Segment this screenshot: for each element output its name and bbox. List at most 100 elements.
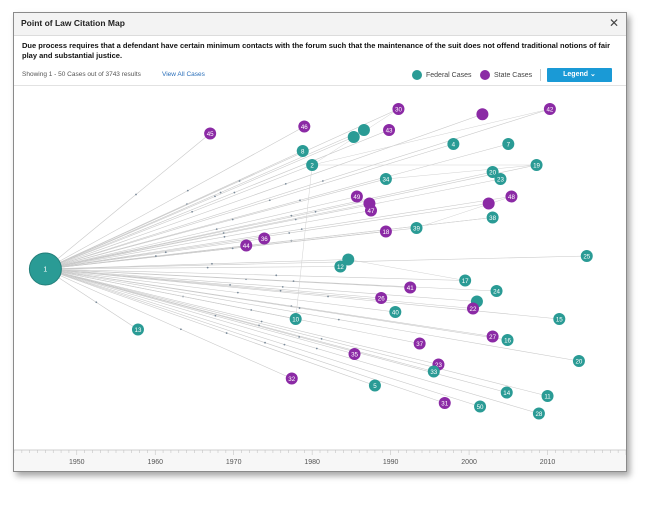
case-node-label: 23	[435, 362, 442, 369]
edge-arrow-marker	[179, 328, 182, 331]
citation-edge	[45, 129, 365, 270]
citation-edge	[45, 268, 355, 355]
citation-edge	[45, 196, 512, 270]
case-node	[447, 138, 460, 150]
case-node-label: 37	[416, 341, 423, 348]
view-all-cases-link[interactable]: View All Cases	[162, 71, 205, 78]
axis-tick-label: 2010	[540, 459, 556, 466]
case-node	[532, 407, 545, 420]
case-node-label: 49	[353, 194, 360, 201]
case-node-label: 5	[373, 383, 377, 390]
results-count: Showing 1 - 50 Cases out of 3743 results	[22, 71, 141, 78]
citation-edge	[45, 255, 587, 270]
citation-edge	[45, 178, 501, 270]
case-node-label: 18	[382, 229, 389, 236]
edge-arrow-marker	[300, 228, 303, 231]
point-of-law-description: Due process requires that a defendant ha…	[22, 41, 610, 60]
citation-map-dialog: Point of Law Citation Map ✕ Due process …	[13, 12, 627, 472]
axis-tick-label: 1980	[304, 459, 320, 466]
citation-edge	[45, 268, 481, 407]
citation-edge	[45, 238, 265, 270]
case-node	[438, 397, 451, 409]
case-node-label: 8	[301, 148, 305, 155]
case-node-label: 40	[392, 309, 399, 316]
case-node-label: 41	[407, 285, 414, 292]
edge-arrow-marker	[236, 291, 239, 294]
case-node	[404, 281, 417, 294]
citation-edge	[45, 245, 247, 270]
edge-arrow-marker	[231, 247, 234, 250]
edge-arrow-marker	[279, 289, 282, 292]
case-node-label: 50	[477, 404, 484, 411]
chevron-down-icon: ⌄	[589, 71, 596, 78]
results-toolbar: Showing 1 - 50 Cases out of 3743 results…	[14, 65, 626, 86]
case-node	[389, 306, 402, 318]
legend-federal-label: Federal Cases	[426, 71, 472, 79]
edge-arrow-marker	[206, 266, 209, 269]
citation-edge	[45, 196, 357, 270]
case-node-label: 17	[462, 278, 469, 285]
case-node	[413, 337, 426, 350]
edge-arrow-marker	[250, 309, 253, 311]
toolbar-divider	[540, 69, 541, 81]
case-node-label: 20	[575, 358, 582, 365]
citation-edge	[45, 231, 386, 270]
case-node	[427, 365, 440, 378]
edge-arrow-marker	[164, 251, 167, 254]
citation-edge	[45, 268, 579, 362]
edge-arrow-marker	[186, 189, 189, 192]
case-node-label: 47	[368, 208, 375, 215]
case-node-label: 19	[533, 162, 540, 169]
citation-edge	[45, 268, 382, 299]
case-node	[350, 190, 363, 203]
case-node-label: 38	[489, 215, 496, 222]
edge-arrow-marker	[290, 214, 293, 217]
secondary-edge	[246, 217, 493, 246]
citation-edge	[45, 210, 372, 270]
edge-arrow-marker	[268, 199, 271, 202]
citation-edge	[45, 266, 341, 270]
legend-state: State Cases	[480, 70, 532, 80]
citation-edge	[45, 268, 560, 320]
case-node	[131, 323, 144, 336]
edge-arrow-marker	[292, 280, 295, 282]
case-node-label: 12	[337, 264, 344, 271]
edge-arrow-marker	[223, 235, 226, 238]
citation-edge	[45, 268, 497, 292]
citation-edge	[45, 268, 439, 365]
edge-arrow-marker	[238, 180, 241, 182]
case-node-label: 39	[413, 225, 420, 232]
case-node	[580, 250, 593, 262]
case-node	[543, 103, 556, 115]
case-node	[490, 285, 503, 297]
case-node-label: 36	[261, 236, 268, 243]
edge-arrow-marker	[337, 318, 340, 321]
case-node-label: 22	[470, 306, 477, 313]
case-node	[494, 173, 507, 185]
edge-arrow-marker	[275, 274, 278, 277]
case-node-label: 31	[441, 400, 448, 407]
case-node	[334, 260, 347, 273]
citation-edge	[45, 108, 550, 270]
case-node-label: 48	[508, 194, 515, 201]
legend-button[interactable]: Legend ⌄	[547, 68, 612, 82]
case-node	[306, 159, 319, 171]
citation-edge	[45, 129, 390, 270]
close-icon[interactable]: ✕	[608, 16, 619, 30]
case-node-label: 14	[503, 390, 510, 397]
edge-arrow-marker	[321, 180, 324, 182]
axis-tick-label: 1990	[383, 459, 399, 466]
case-node-label: 27	[489, 334, 496, 341]
case-node-label: 42	[546, 106, 553, 113]
state-dot-icon	[480, 70, 490, 80]
citation-edge	[45, 136, 354, 270]
case-node	[486, 211, 499, 224]
citation-edge	[45, 268, 466, 281]
edge-arrow-marker	[264, 341, 266, 344]
edge-arrow-marker	[214, 195, 216, 198]
edge-arrow-marker	[233, 191, 236, 194]
axis-tick-label: 1970	[226, 459, 242, 466]
case-node	[541, 390, 554, 402]
case-node	[383, 124, 396, 136]
